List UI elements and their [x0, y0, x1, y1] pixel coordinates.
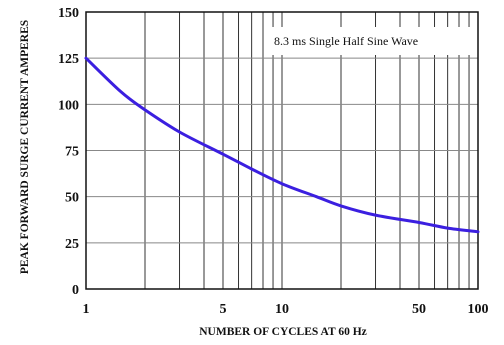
x-tick-label: 100: [468, 302, 489, 317]
plot-border: [85, 11, 479, 290]
y-tick-label: 50: [65, 191, 79, 206]
y-tick-label: 125: [58, 52, 79, 67]
annotation-text: 8.3 ms Single Half Sine Wave: [274, 34, 418, 48]
y-axis-title: PEAK FORWARD SURGE CURRENT AMPERES: [19, 20, 31, 274]
x-tick-label: 50: [412, 302, 426, 317]
x-tick-label: 1: [83, 302, 90, 317]
y-tick-label: 75: [65, 145, 79, 160]
tick-labels: 1 5 10 50 100 0 25 50 75 100 125 150: [58, 6, 489, 317]
plot-frame: [85, 11, 479, 290]
series-layer: [84, 56, 480, 234]
x-tick-label: 10: [275, 302, 289, 317]
y-tick-label: 25: [65, 237, 79, 252]
x-axis-title: NUMBER OF CYCLES AT 60 Hz: [199, 326, 367, 338]
y-tick-label: 100: [58, 98, 79, 113]
x-tick-label: 5: [219, 302, 226, 317]
surge-current-curve: [84, 56, 480, 234]
annotation-box: 8.3 ms Single Half Sine Wave: [268, 27, 473, 55]
y-tick-label: 0: [72, 283, 79, 298]
y-tick-label: 150: [58, 6, 79, 21]
grid: [85, 12, 479, 289]
